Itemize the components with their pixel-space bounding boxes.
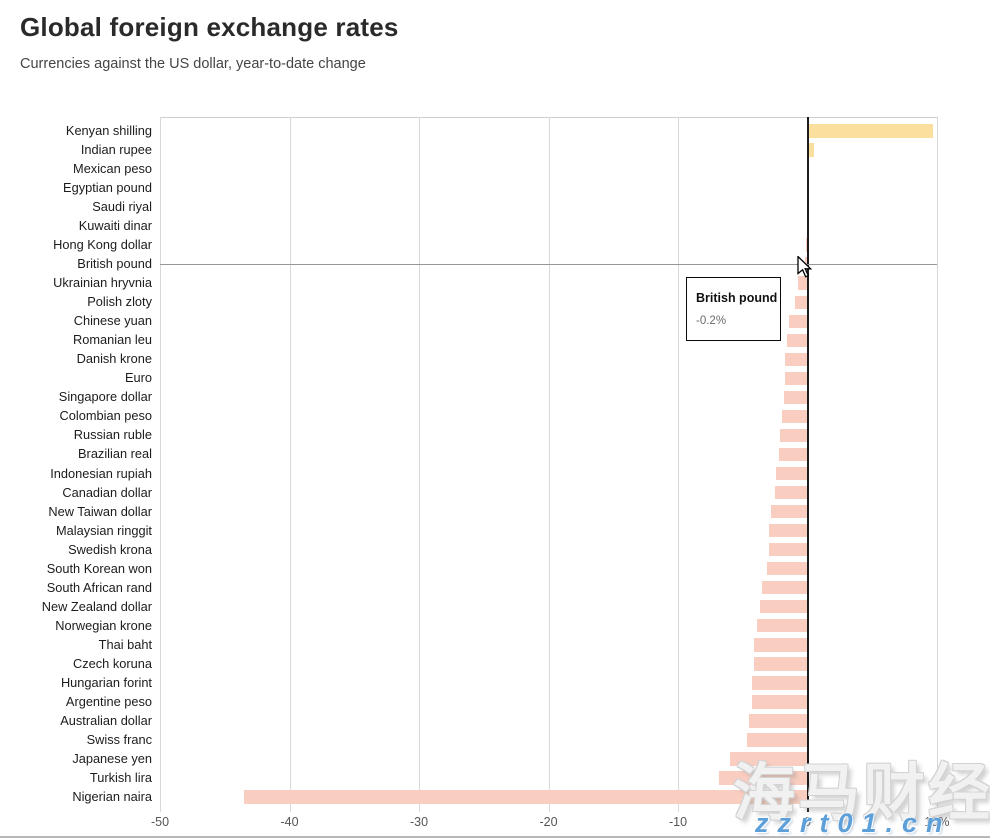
bar[interactable] [768,542,808,557]
category-label: South African rand [46,579,152,595]
bar[interactable] [798,276,808,290]
x-tick-label: 10% [924,815,950,829]
bar[interactable] [779,447,808,462]
bar[interactable] [751,676,808,690]
watermark-cjk-text: 海马财经 [733,759,990,828]
plot-area [160,117,938,812]
category-label: Australian dollar [60,712,152,728]
mouse-cursor-icon [797,254,814,285]
x-tick-label: -50 [150,815,170,829]
bottom-divider [0,836,990,838]
bar[interactable] [807,143,814,157]
category-label: Japanese yen [72,750,152,766]
x-tick-label: -10 [668,815,688,829]
bar[interactable] [794,295,808,309]
bar[interactable] [776,466,808,481]
category-label: Norwegian krone [55,617,152,633]
bar[interactable] [780,428,808,443]
bar[interactable] [781,409,808,424]
bar[interactable] [785,371,808,386]
bar[interactable] [771,504,808,519]
bar[interactable] [762,580,808,595]
bar[interactable] [775,485,808,500]
tooltip-title: British pound [696,291,778,305]
bar[interactable] [746,733,808,747]
gridline [678,117,679,812]
bar[interactable] [807,124,934,138]
category-label: Malaysian ringgit [55,522,152,538]
bar[interactable] [751,695,808,709]
gridline [160,117,161,812]
category-label: Danish krone [76,351,152,367]
category-label: Egyptian pound [63,180,152,196]
category-label: Hungarian forint [60,674,152,690]
bar[interactable] [759,599,808,614]
gridline [548,117,550,812]
category-label: New Zealand dollar [41,598,152,614]
category-label: Saudi riyal [92,199,152,215]
page-subtitle: Currencies against the US dollar, year-t… [20,56,366,72]
category-label: Turkish lira [89,769,152,785]
category-label: Indonesian rupiah [50,465,152,481]
bar[interactable] [749,714,808,728]
tooltip: British pound -0.2% [686,277,781,341]
category-label: Russian ruble [73,427,152,443]
x-tick-label: -40 [280,815,299,829]
bar[interactable] [768,523,808,538]
category-label: New Taiwan dollar [48,503,152,519]
category-label: Mexican peso [73,161,152,177]
x-tick-label: -20 [539,815,558,829]
x-tick-label: 0 [804,815,811,829]
category-label: Chinese yuan [73,313,152,329]
bar[interactable] [244,790,808,804]
category-label: Hong Kong dollar [53,237,152,253]
category-label: South Korean won [46,560,152,576]
bar[interactable] [729,752,808,766]
hover-crosshair-line [160,264,937,265]
page-title: Global foreign exchange rates [20,12,399,42]
category-label: Thai baht [98,636,152,652]
bar[interactable] [789,314,808,329]
watermark-site-text: zzrt01.cn [755,808,952,838]
bar[interactable] [754,657,808,671]
category-label: Argentine peso [65,693,152,709]
bar[interactable] [756,618,808,633]
gridline [289,117,291,812]
x-tick-label: -30 [409,815,429,829]
category-label: Swiss franc [86,731,152,747]
category-label: Swedish krona [68,541,152,557]
bar[interactable] [719,771,808,785]
gridline [937,117,938,812]
category-label: Kenyan shilling [65,123,152,138]
category-label: Colombian peso [59,408,152,424]
zero-line [806,117,809,812]
tooltip-value: -0.2% [696,315,727,327]
category-label: Indian rupee [80,142,152,158]
category-label: Canadian dollar [62,484,152,500]
bar[interactable] [784,390,808,405]
category-label: Romanian leu [73,332,152,348]
category-label: Czech koruna [73,655,152,671]
category-label: Brazilian real [78,446,152,462]
category-label: Nigerian naira [72,788,152,804]
category-label: Singapore dollar [58,389,152,405]
gridline [419,117,420,812]
bar[interactable] [754,638,808,652]
category-label: Kuwaiti dinar [78,218,152,234]
category-label: Euro [124,370,152,386]
category-label: Ukrainian hryvnia [53,275,152,291]
bar[interactable] [786,333,808,348]
bar[interactable] [767,561,808,576]
category-label: British pound [77,256,152,272]
category-label: Polish zloty [87,294,152,310]
bar[interactable] [785,352,808,367]
